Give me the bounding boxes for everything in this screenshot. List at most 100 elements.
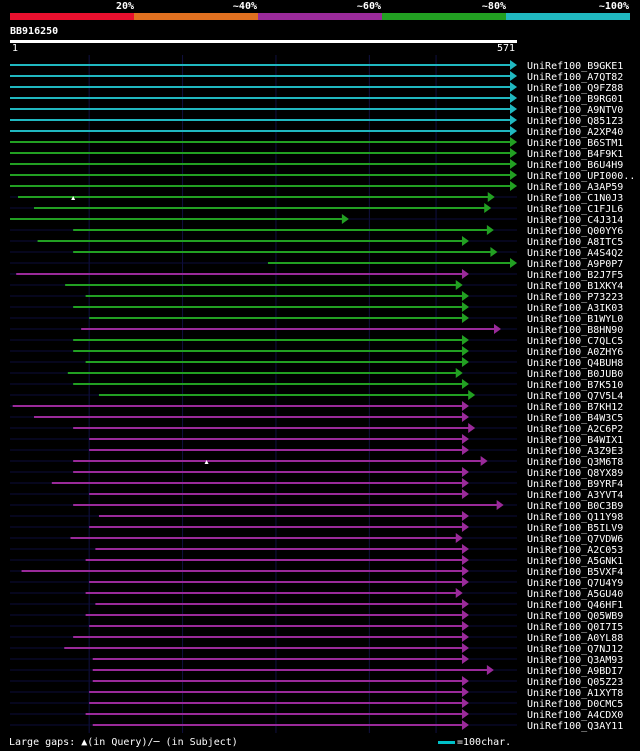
hit-label[interactable]: UniRef100_A0YL88 bbox=[527, 633, 623, 644]
hit-label[interactable]: UniRef100_A2XP40 bbox=[527, 127, 623, 138]
hit-label[interactable]: UniRef100_B1WYL0 bbox=[527, 314, 623, 325]
hit-label[interactable]: UniRef100_A2C6P2 bbox=[527, 424, 623, 435]
hit-arrow-icon bbox=[468, 423, 476, 433]
hit-label[interactable]: UniRef100_C7QLC5 bbox=[527, 336, 623, 347]
scale-line-icon bbox=[438, 740, 455, 744]
hit-label[interactable]: UniRef100_A0ZHY6 bbox=[527, 347, 623, 358]
hit-label[interactable]: UniRef100_Q05WB9 bbox=[527, 611, 623, 622]
hit-arrow-icon bbox=[461, 610, 469, 620]
hit-label[interactable]: UniRef100_P73223 bbox=[527, 292, 623, 303]
hit-label[interactable]: UniRef100_Q3AY11 bbox=[527, 721, 623, 732]
hit-arrow-icon bbox=[461, 643, 469, 653]
hit-label[interactable]: UniRef100_A9BDI7 bbox=[527, 666, 623, 677]
hit-label[interactable]: UniRef100_A8ITC5 bbox=[527, 237, 623, 248]
hit-arrow-icon bbox=[480, 456, 488, 466]
hit-label[interactable]: UniRef100_Q7V5L4 bbox=[527, 391, 623, 402]
hit-arrow-icon bbox=[510, 258, 517, 268]
hit-label[interactable]: UniRef100_B9RG01 bbox=[527, 94, 623, 105]
hit-arrow-icon bbox=[341, 214, 349, 224]
hit-label[interactable]: UniRef100_Q7U4Y9 bbox=[527, 578, 623, 589]
hit-arrow-icon bbox=[510, 71, 517, 81]
hit-label[interactable]: UniRef100_A5GU40 bbox=[527, 589, 623, 600]
hit-label[interactable]: UniRef100_B6U4H9 bbox=[527, 160, 623, 171]
hit-label[interactable]: UniRef100_B7KH12 bbox=[527, 402, 623, 413]
hit-label[interactable]: UniRef100_B0JUB0 bbox=[527, 369, 623, 380]
hit-label[interactable]: UniRef100_C1N0J3 bbox=[527, 193, 623, 204]
hit-label[interactable]: UniRef100_A3AP59 bbox=[527, 182, 623, 193]
hit-label[interactable]: UniRef100_C4J314 bbox=[527, 215, 623, 226]
hit-arrow-icon bbox=[461, 676, 469, 686]
hit-label[interactable]: UniRef100_Q0I7I5 bbox=[527, 622, 623, 633]
hit-label[interactable]: UniRef100_A7QT82 bbox=[527, 72, 623, 83]
hit-label[interactable]: UniRef100_B4W3C5 bbox=[527, 413, 623, 424]
hit-arrow-icon bbox=[461, 489, 469, 499]
hit-label[interactable]: UniRef100_A3Z9E3 bbox=[527, 446, 623, 457]
hit-label[interactable]: UniRef100_Q3M6T8 bbox=[527, 457, 623, 468]
scale-label-20: 20% bbox=[115, 1, 134, 12]
hit-label[interactable]: UniRef100_Q11Y98 bbox=[527, 512, 623, 523]
query-ruler: 1 571 bbox=[10, 40, 517, 54]
hit-arrow-icon bbox=[461, 709, 469, 719]
hit-label[interactable]: UniRef100_B4F9K1 bbox=[527, 149, 623, 160]
hit-label[interactable]: UniRef100_A3IK03 bbox=[527, 303, 623, 314]
hit-label[interactable]: UniRef100_A2C053 bbox=[527, 545, 623, 556]
hit-arrow-icon bbox=[510, 60, 517, 70]
hit-arrow-icon bbox=[461, 687, 469, 697]
hit-label[interactable]: UniRef100_A4CDX0 bbox=[527, 710, 623, 721]
hit-arrow-icon bbox=[496, 500, 504, 510]
hit-arrow-icon bbox=[455, 533, 463, 543]
hit-label[interactable]: UniRef100_B0C3B9 bbox=[527, 501, 623, 512]
hit-label[interactable]: UniRef100_B9YRF4 bbox=[527, 479, 623, 490]
query-ruler-bar bbox=[10, 40, 517, 43]
hit-label[interactable]: UniRef100_A9NTV0 bbox=[527, 105, 623, 116]
scale-segment-100 bbox=[506, 13, 630, 20]
hit-arrow-icon bbox=[461, 522, 469, 532]
hit-arrow-icon bbox=[486, 665, 494, 675]
hit-label[interactable]: UniRef100_B1XKY4 bbox=[527, 281, 623, 292]
hit-label[interactable]: UniRef100_B5ILV9 bbox=[527, 523, 623, 534]
hit-arrow-icon bbox=[461, 401, 469, 411]
scale-legend: =100char. bbox=[438, 737, 511, 748]
hit-label[interactable]: UniRef100_Q4BUH8 bbox=[527, 358, 623, 369]
hit-label[interactable]: UniRef100_Q7VDW6 bbox=[527, 534, 623, 545]
hit-arrow-icon bbox=[510, 181, 517, 191]
hit-label[interactable]: UniRef100_Q05Z23 bbox=[527, 677, 623, 688]
hit-label[interactable]: UniRef100_B6STM1 bbox=[527, 138, 623, 149]
hit-label[interactable]: UniRef100_D0CMC5 bbox=[527, 699, 623, 710]
hit-label[interactable]: UniRef100_B4WIX1 bbox=[527, 435, 623, 446]
hit-label[interactable]: UniRef100_B2J7F5 bbox=[527, 270, 623, 281]
alignment-hits-chart: UniRef100_B9GKE1UniRef100_A7QT82UniRef10… bbox=[10, 55, 635, 733]
hit-arrow-icon bbox=[455, 368, 463, 378]
hit-label[interactable]: UniRef100_Q851Z3 bbox=[527, 116, 623, 127]
hit-arrow-icon bbox=[510, 93, 517, 103]
hit-arrow-icon bbox=[461, 566, 469, 576]
hit-arrow-icon bbox=[510, 104, 517, 114]
hit-label[interactable]: UniRef100_A4S4Q2 bbox=[527, 248, 623, 259]
hit-label[interactable]: UniRef100_Q3AM93 bbox=[527, 655, 623, 666]
scale-segment-80 bbox=[382, 13, 506, 20]
hit-label[interactable]: UniRef100_A5GNK1 bbox=[527, 556, 623, 567]
hit-label[interactable]: UniRef100_B8HN90 bbox=[527, 325, 623, 336]
hit-label[interactable]: UniRef100_A3YVT4 bbox=[527, 490, 623, 501]
hit-arrow-icon bbox=[461, 720, 469, 730]
ruler-end-label: 571 bbox=[496, 43, 515, 54]
hit-label[interactable]: UniRef100_A1XYT8 bbox=[527, 688, 623, 699]
hit-arrow-icon bbox=[461, 346, 469, 356]
hit-label[interactable]: UniRef100_Q8YX89 bbox=[527, 468, 623, 479]
hit-label[interactable]: UniRef100_Q7NJ12 bbox=[527, 644, 623, 655]
hit-arrow-icon bbox=[461, 412, 469, 422]
hit-label[interactable]: UniRef100_Q00YY6 bbox=[527, 226, 623, 237]
hit-label[interactable]: UniRef100_B7K510 bbox=[527, 380, 623, 391]
hit-arrow-icon bbox=[461, 269, 469, 279]
hit-arrow-icon bbox=[461, 236, 469, 246]
hit-arrow-icon bbox=[455, 280, 463, 290]
hit-label[interactable]: UniRef100_A9P0P7 bbox=[527, 259, 623, 270]
scale-segment-60 bbox=[258, 13, 382, 20]
hit-label[interactable]: UniRef100_UPI000.. bbox=[527, 171, 635, 182]
hit-label[interactable]: UniRef100_Q46HF1 bbox=[527, 600, 623, 611]
hit-label[interactable]: UniRef100_B9GKE1 bbox=[527, 61, 623, 72]
hit-label[interactable]: UniRef100_Q9FZ88 bbox=[527, 83, 623, 94]
hit-label[interactable]: UniRef100_B5VXF4 bbox=[527, 567, 623, 578]
hit-label[interactable]: UniRef100_C1FJL6 bbox=[527, 204, 623, 215]
hit-arrow-icon bbox=[486, 225, 494, 235]
